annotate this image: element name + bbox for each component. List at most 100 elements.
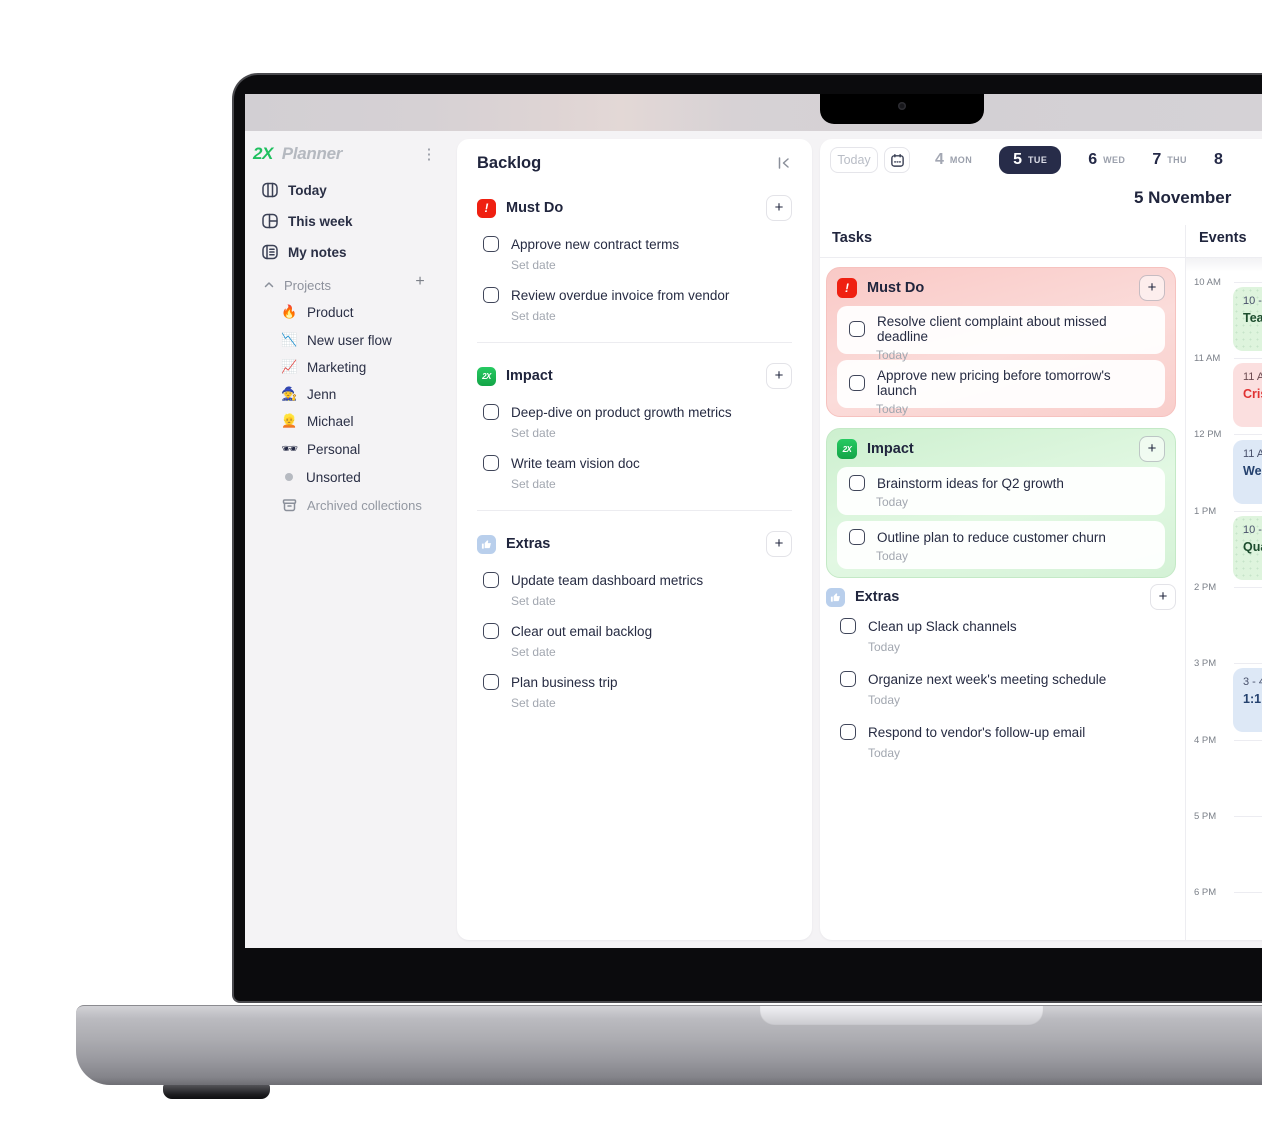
backlog-task[interactable]: Update team dashboard metrics Set date (483, 572, 792, 608)
collapse-panel-icon[interactable] (776, 155, 792, 171)
sidebar-item-new-user-flow[interactable]: 📉 New user flow (281, 329, 391, 351)
event-card[interactable]: 10 - 1 Quar (1233, 516, 1262, 580)
day-tab-thu-7[interactable]: 7 THU (1152, 151, 1187, 169)
lid-thumb-groove (760, 1006, 1043, 1026)
add-task-button[interactable]: + (766, 195, 792, 221)
task-checkbox[interactable] (483, 455, 499, 471)
day-task[interactable]: Outline plan to reduce customer churn To… (837, 521, 1165, 569)
sidebar-item-michael[interactable]: 👱 Michael (281, 410, 353, 432)
task-checkbox[interactable] (849, 321, 865, 337)
day-tab-mon-4[interactable]: 4 MON (935, 151, 972, 169)
day-strip: 4 MON 5 TUE 6 WED 7 THU (935, 146, 1229, 174)
set-date-link[interactable]: Set date (511, 258, 556, 272)
sidebar-item-my-notes[interactable]: My notes (261, 241, 347, 263)
sidebar-item-jenn[interactable]: 🧙 Jenn (281, 383, 336, 405)
set-date-link[interactable]: Set date (511, 426, 556, 440)
task-date[interactable]: Today (876, 348, 909, 362)
add-task-button[interactable]: + (1139, 275, 1165, 301)
event-card[interactable]: 3 - 4 1:1 w (1233, 668, 1262, 732)
day-tab-wed-6[interactable]: 6 WED (1088, 151, 1125, 169)
group-name: Must Do (867, 280, 925, 296)
logo-2x-mark: 2X (253, 144, 273, 163)
chart-up-emoji-icon: 📈 (281, 359, 298, 374)
add-task-button[interactable]: + (1150, 584, 1176, 610)
sidebar-item-today[interactable]: Today (261, 179, 327, 201)
task-checkbox[interactable] (483, 674, 499, 690)
sidebar-item-personal[interactable]: 🕶 Personal (281, 438, 360, 460)
hour-label: 4 PM (1194, 735, 1217, 746)
backlog-task[interactable]: Write team vision doc Set date (483, 455, 792, 491)
sidebar-item-this-week[interactable]: This week (261, 210, 353, 232)
set-date-link[interactable]: Set date (511, 309, 556, 323)
set-date-link[interactable]: Set date (511, 696, 556, 710)
task-date[interactable]: Today (868, 693, 901, 707)
project-label: Jenn (307, 386, 337, 402)
task-checkbox[interactable] (483, 572, 499, 588)
task-date[interactable]: Today (876, 402, 909, 416)
day-tab-8[interactable]: 8 (1214, 151, 1229, 169)
sidebar-item-product[interactable]: 🔥 Product (281, 301, 353, 323)
task-title: Approve new pricing before tomorrow's la… (877, 368, 1111, 398)
events-column-header: Events (1199, 230, 1247, 246)
column-divider (1185, 225, 1186, 940)
task-checkbox[interactable] (849, 529, 865, 545)
add-task-button[interactable]: + (766, 531, 792, 557)
task-checkbox[interactable] (483, 623, 499, 639)
set-date-link[interactable]: Set date (511, 594, 556, 608)
backlog-task[interactable]: Review overdue invoice from vendor Set d… (483, 287, 792, 323)
task-date[interactable]: Today (876, 549, 909, 563)
task-checkbox[interactable] (483, 236, 499, 252)
backlog-task[interactable]: Plan business trip Set date (483, 674, 792, 710)
day-task[interactable]: Clean up Slack channels Today (840, 618, 1176, 654)
set-date-link[interactable]: Set date (511, 477, 556, 491)
task-checkbox[interactable] (483, 287, 499, 303)
project-label: Marketing (307, 359, 367, 375)
backlog-section-extras: Extras + (477, 531, 792, 557)
sidebar-item-marketing[interactable]: 📈 Marketing (281, 356, 366, 378)
desktop-wallpaper-strip (245, 94, 1262, 131)
backlog-section-impact: 2X Impact + (477, 363, 792, 389)
fire-emoji-icon: 🔥 (281, 304, 298, 319)
sidebar-item-unsorted[interactable]: Unsorted (281, 466, 361, 488)
set-date-link[interactable]: Set date (511, 645, 556, 659)
task-date[interactable]: Today (868, 746, 901, 760)
event-card[interactable]: 11 AM Crisi (1233, 363, 1262, 427)
day-tab-tue-5-selected[interactable]: 5 TUE (999, 146, 1062, 174)
event-title: Quar (1243, 540, 1262, 554)
task-date[interactable]: Today (876, 495, 909, 509)
impact-2x-icon: 2X (477, 366, 496, 386)
projects-section-header[interactable]: Projects (263, 274, 331, 296)
event-card[interactable]: 10 - 1 Team (1233, 287, 1262, 351)
task-title: Organize next week's meeting schedule (868, 671, 1107, 687)
event-card[interactable]: 11 AM Wee (1233, 440, 1262, 504)
today-button[interactable]: Today (830, 147, 878, 173)
day-task[interactable]: Resolve client complaint about missed de… (837, 306, 1165, 362)
sunglasses-emoji-icon: 🕶 (281, 441, 298, 456)
day-task[interactable]: Organize next week's meeting schedule To… (840, 671, 1176, 707)
chart-down-emoji-icon: 📉 (281, 332, 298, 347)
task-checkbox[interactable] (849, 475, 865, 491)
task-title: Respond to vendor's follow-up email (868, 724, 1086, 740)
task-checkbox[interactable] (840, 724, 856, 740)
logo-app-name: Planner (281, 144, 343, 163)
sidebar-item-archived-collections[interactable]: Archived collections (281, 494, 422, 516)
task-checkbox[interactable] (840, 618, 856, 634)
day-task[interactable]: Respond to vendor's follow-up email Toda… (840, 724, 1176, 760)
backlog-task[interactable]: Clear out email backlog Set date (483, 623, 792, 659)
day-name: WED (1103, 155, 1126, 165)
add-project-button[interactable]: + (415, 273, 425, 290)
task-checkbox[interactable] (849, 375, 865, 391)
task-checkbox[interactable] (840, 671, 856, 687)
backlog-task[interactable]: Approve new contract terms Set date (483, 236, 792, 272)
day-task[interactable]: Approve new pricing before tomorrow's la… (837, 360, 1165, 416)
add-task-button[interactable]: + (766, 363, 792, 389)
task-date[interactable]: Today (868, 640, 901, 654)
task-checkbox[interactable] (483, 404, 499, 420)
day-task[interactable]: Brainstorm ideas for Q2 growth Today (837, 467, 1165, 515)
sidebar-menu-kebab-icon[interactable]: ⋮ (421, 146, 437, 163)
add-task-button[interactable]: + (1139, 436, 1165, 462)
backlog-task[interactable]: Deep-dive on product growth metrics Set … (483, 404, 792, 440)
group-name: Impact (867, 441, 914, 457)
calendar-picker-button[interactable] (884, 147, 910, 173)
